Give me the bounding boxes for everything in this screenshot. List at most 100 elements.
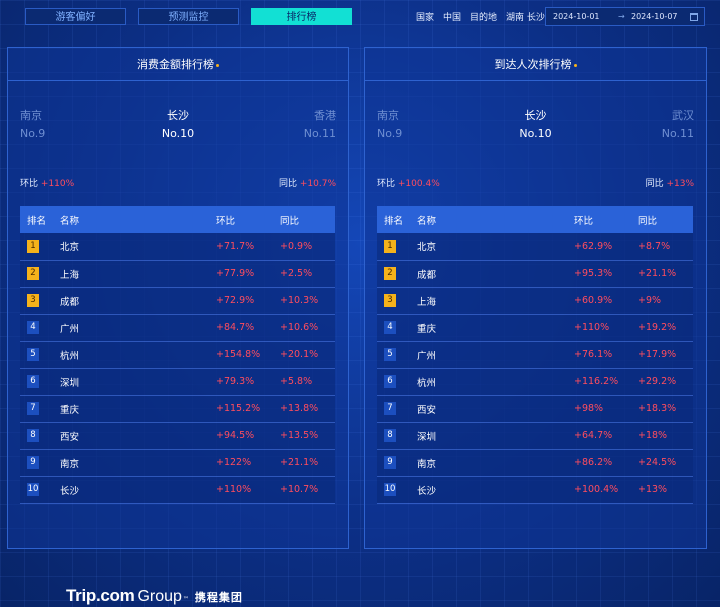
mom-value: +110% bbox=[40, 179, 75, 189]
mom-cell: +76.1% bbox=[574, 349, 613, 360]
ranking-table: 排名 名称 环比 同比 1 北京 +62.9% +8.7% 2 成都 +95.3% +21.1… bbox=[377, 206, 693, 504]
scope-selector[interactable]: 国家 bbox=[416, 13, 435, 23]
tab-ranking[interactable]: 排行榜 bbox=[251, 8, 352, 25]
header-mom: 环比 bbox=[216, 215, 236, 227]
date-end[interactable]: 2024-10-07 bbox=[631, 12, 678, 21]
table-row[interactable]: 9 南京 +122% +21.1% bbox=[20, 449, 335, 476]
yoy-cell: +20.1% bbox=[280, 349, 319, 360]
table-row[interactable]: 1 北京 +62.9% +8.7% bbox=[377, 233, 693, 260]
rank-badge: 3 bbox=[27, 294, 39, 307]
city-name-cell: 北京 bbox=[60, 242, 80, 254]
mom-cell: +154.8% bbox=[216, 349, 261, 360]
city-name-cell: 西安 bbox=[417, 404, 437, 416]
rank-cell: 3 bbox=[377, 287, 410, 314]
yoy-cell: +24.5% bbox=[638, 457, 677, 468]
current-rank: 长沙 No.10 bbox=[365, 108, 706, 142]
yoy-cell: +8.7% bbox=[638, 240, 671, 252]
arrivals-ranking-panel: 到达人次排行榜 长沙 No.10 南京 No.9 武汉 No.11 环比 +10… bbox=[364, 47, 707, 549]
mom-cell: +116.2% bbox=[574, 376, 619, 387]
table-row[interactable]: 4 广州 +84.7% +10.6% bbox=[20, 314, 335, 341]
rank-cell: 3 bbox=[20, 287, 53, 314]
tab-forecast-monitor[interactable]: 预测监控 bbox=[138, 8, 239, 25]
rank-cell: 6 bbox=[20, 368, 53, 395]
spending-ranking-panel: 消费金额排行榜 长沙 No.10 南京 No.9 香港 No.11 环比 +11… bbox=[7, 47, 349, 549]
rank-badge: 3 bbox=[384, 294, 396, 307]
yoy-label: 同比 bbox=[645, 179, 664, 189]
table-row[interactable]: 6 杭州 +116.2% +29.2% bbox=[377, 368, 693, 395]
table-row[interactable]: 6 深圳 +79.3% +5.8% bbox=[20, 368, 335, 395]
mom-cell: +60.9% bbox=[574, 295, 613, 306]
table-row[interactable]: 1 北京 +71.7% +0.9% bbox=[20, 233, 335, 260]
previous-rank: 南京 No.9 bbox=[20, 108, 45, 142]
mom-cell: +77.9% bbox=[216, 268, 255, 279]
city-name-cell: 上海 bbox=[417, 296, 437, 308]
table-row[interactable]: 7 西安 +98% +18.3% bbox=[377, 395, 693, 422]
table-row[interactable]: 5 杭州 +154.8% +20.1% bbox=[20, 341, 335, 368]
header-rank: 排名 bbox=[384, 215, 404, 227]
date-range-picker[interactable]: 2024-10-01 → 2024-10-07 bbox=[545, 7, 705, 26]
city-name-cell: 广州 bbox=[60, 323, 80, 335]
rank-badge: 5 bbox=[384, 348, 396, 361]
table-row[interactable]: 8 深圳 +64.7% +18% bbox=[377, 422, 693, 449]
city-name-cell: 杭州 bbox=[417, 377, 437, 389]
table-header: 排名 名称 环比 同比 bbox=[377, 206, 693, 233]
current-rank: 长沙 No.10 bbox=[8, 108, 348, 142]
calendar-icon[interactable] bbox=[690, 12, 698, 21]
table-row[interactable]: 2 成都 +95.3% +21.1% bbox=[377, 260, 693, 287]
next-rank: 武汉 No.11 bbox=[662, 108, 694, 142]
rank-neighbors: 长沙 No.10 南京 No.9 武汉 No.11 bbox=[365, 108, 706, 148]
panel-title-text: 到达人次排行榜 bbox=[494, 58, 572, 71]
table-row[interactable]: 5 广州 +76.1% +17.9% bbox=[377, 341, 693, 368]
city-name-cell: 重庆 bbox=[417, 323, 437, 335]
mom-label: 环比 bbox=[377, 179, 396, 189]
tripcom-group-logo: Trip.com Group ™ 携程集团 bbox=[66, 586, 243, 606]
table-row[interactable]: 8 西安 +94.5% +13.5% bbox=[20, 422, 335, 449]
logo-cn: 携程集团 bbox=[194, 591, 243, 604]
city-name-cell: 杭州 bbox=[60, 350, 80, 362]
logo-tm: ™ bbox=[182, 596, 189, 603]
table-row[interactable]: 4 重庆 +110% +19.2% bbox=[377, 314, 693, 341]
mom-value: +100.4% bbox=[397, 179, 440, 189]
table-row[interactable]: 10 长沙 +110% +10.7% bbox=[20, 476, 335, 503]
table-row[interactable]: 2 上海 +77.9% +2.5% bbox=[20, 260, 335, 287]
rank-badge: 4 bbox=[384, 321, 396, 334]
next-rank: 香港 No.11 bbox=[304, 108, 336, 142]
destination-selector[interactable]: 湖南 长沙 bbox=[506, 13, 545, 23]
mom-cell: +64.7% bbox=[574, 430, 613, 441]
table-row[interactable]: 3 上海 +60.9% +9% bbox=[377, 287, 693, 314]
mom-cell: +94.5% bbox=[216, 430, 255, 441]
table-header: 排名 名称 环比 同比 bbox=[20, 206, 335, 233]
city-name-cell: 北京 bbox=[417, 242, 437, 254]
rank-badge: 1 bbox=[384, 239, 396, 253]
header-yoy: 同比 bbox=[638, 215, 658, 227]
rank-badge: 8 bbox=[384, 429, 396, 442]
date-start[interactable]: 2024-10-01 bbox=[553, 12, 600, 21]
rank-cell: 5 bbox=[20, 341, 53, 368]
city-name-cell: 深圳 bbox=[60, 377, 80, 389]
country-selector[interactable]: 中国 bbox=[443, 13, 462, 23]
mom-cell: +110% bbox=[574, 322, 610, 333]
current-no: No.10 bbox=[519, 127, 552, 140]
mom-summary: 环比 +110% bbox=[20, 176, 74, 189]
info-dot-icon bbox=[216, 63, 219, 67]
city-name-cell: 成都 bbox=[60, 296, 80, 308]
city-name-cell: 广州 bbox=[417, 350, 437, 362]
city-name-cell: 西安 bbox=[60, 431, 80, 443]
table-row[interactable]: 9 南京 +86.2% +24.5% bbox=[377, 449, 693, 476]
tab-tourist-preference[interactable]: 游客偏好 bbox=[25, 8, 126, 25]
rank-cell: 9 bbox=[377, 449, 410, 476]
yoy-cell: +10.3% bbox=[280, 295, 319, 306]
table-row[interactable]: 7 重庆 +115.2% +13.8% bbox=[20, 395, 335, 422]
table-row[interactable]: 10 长沙 +100.4% +13% bbox=[377, 476, 693, 503]
arrow-right-icon: → bbox=[618, 12, 625, 21]
table-row[interactable]: 3 成都 +72.9% +10.3% bbox=[20, 287, 335, 314]
city-name-cell: 成都 bbox=[417, 269, 437, 281]
city-name-cell: 长沙 bbox=[60, 485, 80, 497]
rank-cell: 8 bbox=[377, 422, 410, 449]
yoy-cell: +13% bbox=[638, 484, 668, 495]
filter-bar: 国家 中国 目的地 湖南 长沙 bbox=[416, 8, 554, 25]
mom-cell: +110% bbox=[216, 484, 252, 495]
rank-badge: 9 bbox=[27, 456, 39, 469]
header-yoy: 同比 bbox=[280, 215, 300, 227]
yoy-cell: +17.9% bbox=[638, 349, 677, 360]
